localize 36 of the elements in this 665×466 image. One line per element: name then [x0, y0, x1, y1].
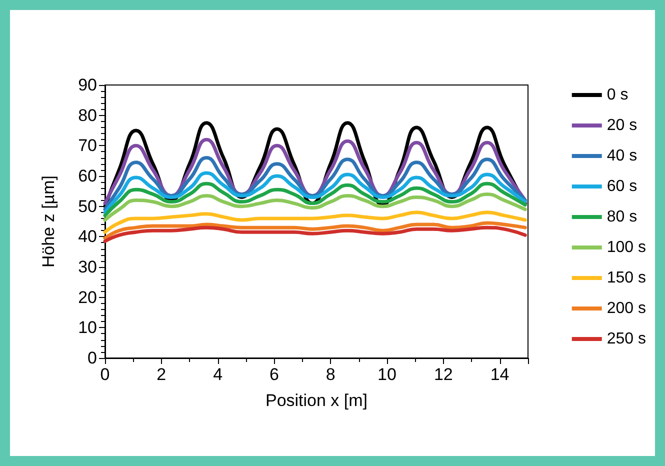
legend-label: 100 s	[606, 239, 646, 256]
line-series	[103, 210, 527, 234]
y-tick-label: 20	[78, 288, 97, 307]
line-series	[103, 226, 527, 243]
legend-label: 20 s	[606, 117, 638, 134]
x-tick-label: 14	[490, 365, 510, 384]
y-axis-title: Höhe z [µm]	[39, 176, 58, 268]
x-axis-title: Position x [m]	[265, 391, 368, 410]
y-tick-label: 10	[78, 318, 97, 338]
legend-label: 150 s	[606, 270, 646, 286]
line-series	[103, 192, 527, 222]
y-tick-label: 30	[78, 258, 97, 276]
legend-label: 40 s	[606, 148, 638, 164]
y-tick-label: 40	[78, 227, 97, 246]
y-tick-label: 80	[78, 106, 97, 125]
y-tick-label: 90	[78, 76, 97, 94]
y-tick-label: 0	[88, 348, 97, 368]
line-series	[103, 182, 527, 218]
line-series	[103, 221, 527, 240]
x-tick-label: 10	[378, 365, 396, 384]
x-tick-label: 6	[269, 365, 279, 384]
legend-label: 60 s	[606, 178, 638, 195]
legend-label: 80 s	[606, 208, 638, 226]
y-tick-label: 50	[78, 196, 97, 216]
x-tick-label: 0	[100, 365, 110, 384]
legend-label: 200 s	[606, 300, 646, 317]
y-tick-label: 60	[78, 166, 97, 186]
line-series	[103, 171, 527, 214]
x-tick-label: 4	[213, 365, 223, 384]
legend-label: 0 s	[606, 86, 628, 104]
x-tick-label: 8	[326, 365, 336, 384]
line-series	[103, 156, 527, 212]
x-tick-label: 2	[156, 365, 166, 384]
y-tick-label: 70	[78, 136, 97, 156]
legend-label: 250 s	[606, 330, 646, 348]
x-tick-label: 12	[434, 365, 453, 384]
